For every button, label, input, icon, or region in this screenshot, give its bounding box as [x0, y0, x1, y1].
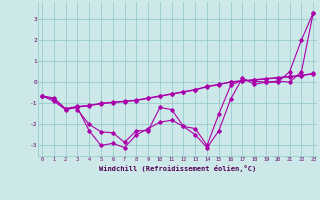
X-axis label: Windchill (Refroidissement éolien,°C): Windchill (Refroidissement éolien,°C): [99, 165, 256, 172]
